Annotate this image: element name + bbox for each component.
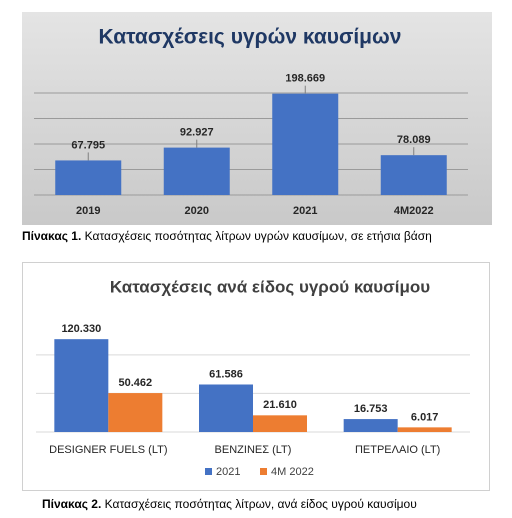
caption-label: Πίνακας 1. xyxy=(22,229,81,243)
caption-text: Κατασχέσεις ποσότητας λίτρων, ανά είδος … xyxy=(105,497,417,511)
bar xyxy=(108,393,163,432)
value-label: 92.927 xyxy=(180,127,214,139)
x-tick-label: DESIGNER FUELS (LT) xyxy=(49,444,167,456)
legend-label: 4M 2022 xyxy=(271,466,314,478)
chart-title: Κατασχέσεις υγρών καυσίμων xyxy=(99,26,402,49)
bar xyxy=(343,419,398,432)
legend-swatch xyxy=(260,468,267,475)
bar xyxy=(272,93,339,195)
x-tick-label: 2019 xyxy=(76,205,100,217)
value-label: 21.610 xyxy=(263,399,297,411)
value-label: 50.462 xyxy=(119,377,153,389)
bar xyxy=(55,160,122,195)
value-label: 120.330 xyxy=(61,323,101,335)
x-tick-label: 2020 xyxy=(185,205,209,217)
caption-text: Κατασχέσεις ποσότητας λίτρων υγρών καυσί… xyxy=(85,229,432,243)
legend-label: 2021 xyxy=(216,466,240,478)
caption: Πίνακας 1. Κατασχέσεις ποσότητας λίτρων … xyxy=(22,229,432,243)
chart-title: Κατασχέσεις ανά είδος υγρού καυσίμου xyxy=(110,277,430,296)
value-label: 16.753 xyxy=(354,403,388,415)
legend-swatch xyxy=(205,468,212,475)
value-label: 61.586 xyxy=(209,368,243,380)
bar xyxy=(397,427,452,432)
caption: Πίνακας 2. Κατασχέσεις ποσότητας λίτρων,… xyxy=(42,497,417,511)
bar xyxy=(163,147,230,195)
value-label: 67.795 xyxy=(71,139,105,151)
x-tick-label: 4M2022 xyxy=(394,205,434,217)
x-tick-label: 2021 xyxy=(293,205,317,217)
bar xyxy=(380,155,447,195)
value-label: 6.017 xyxy=(411,411,439,423)
bar xyxy=(54,339,109,432)
bar xyxy=(253,415,307,432)
value-label: 78.089 xyxy=(397,134,431,146)
value-label: 198.669 xyxy=(285,73,325,85)
caption-label: Πίνακας 2. xyxy=(42,497,101,511)
x-tick-label: ΒΕΝΖΙΝΕΣ (LT) xyxy=(215,444,292,456)
bar xyxy=(199,384,253,432)
x-tick-label: ΠΕΤΡΕΛΑΙΟ (LT) xyxy=(355,444,440,456)
